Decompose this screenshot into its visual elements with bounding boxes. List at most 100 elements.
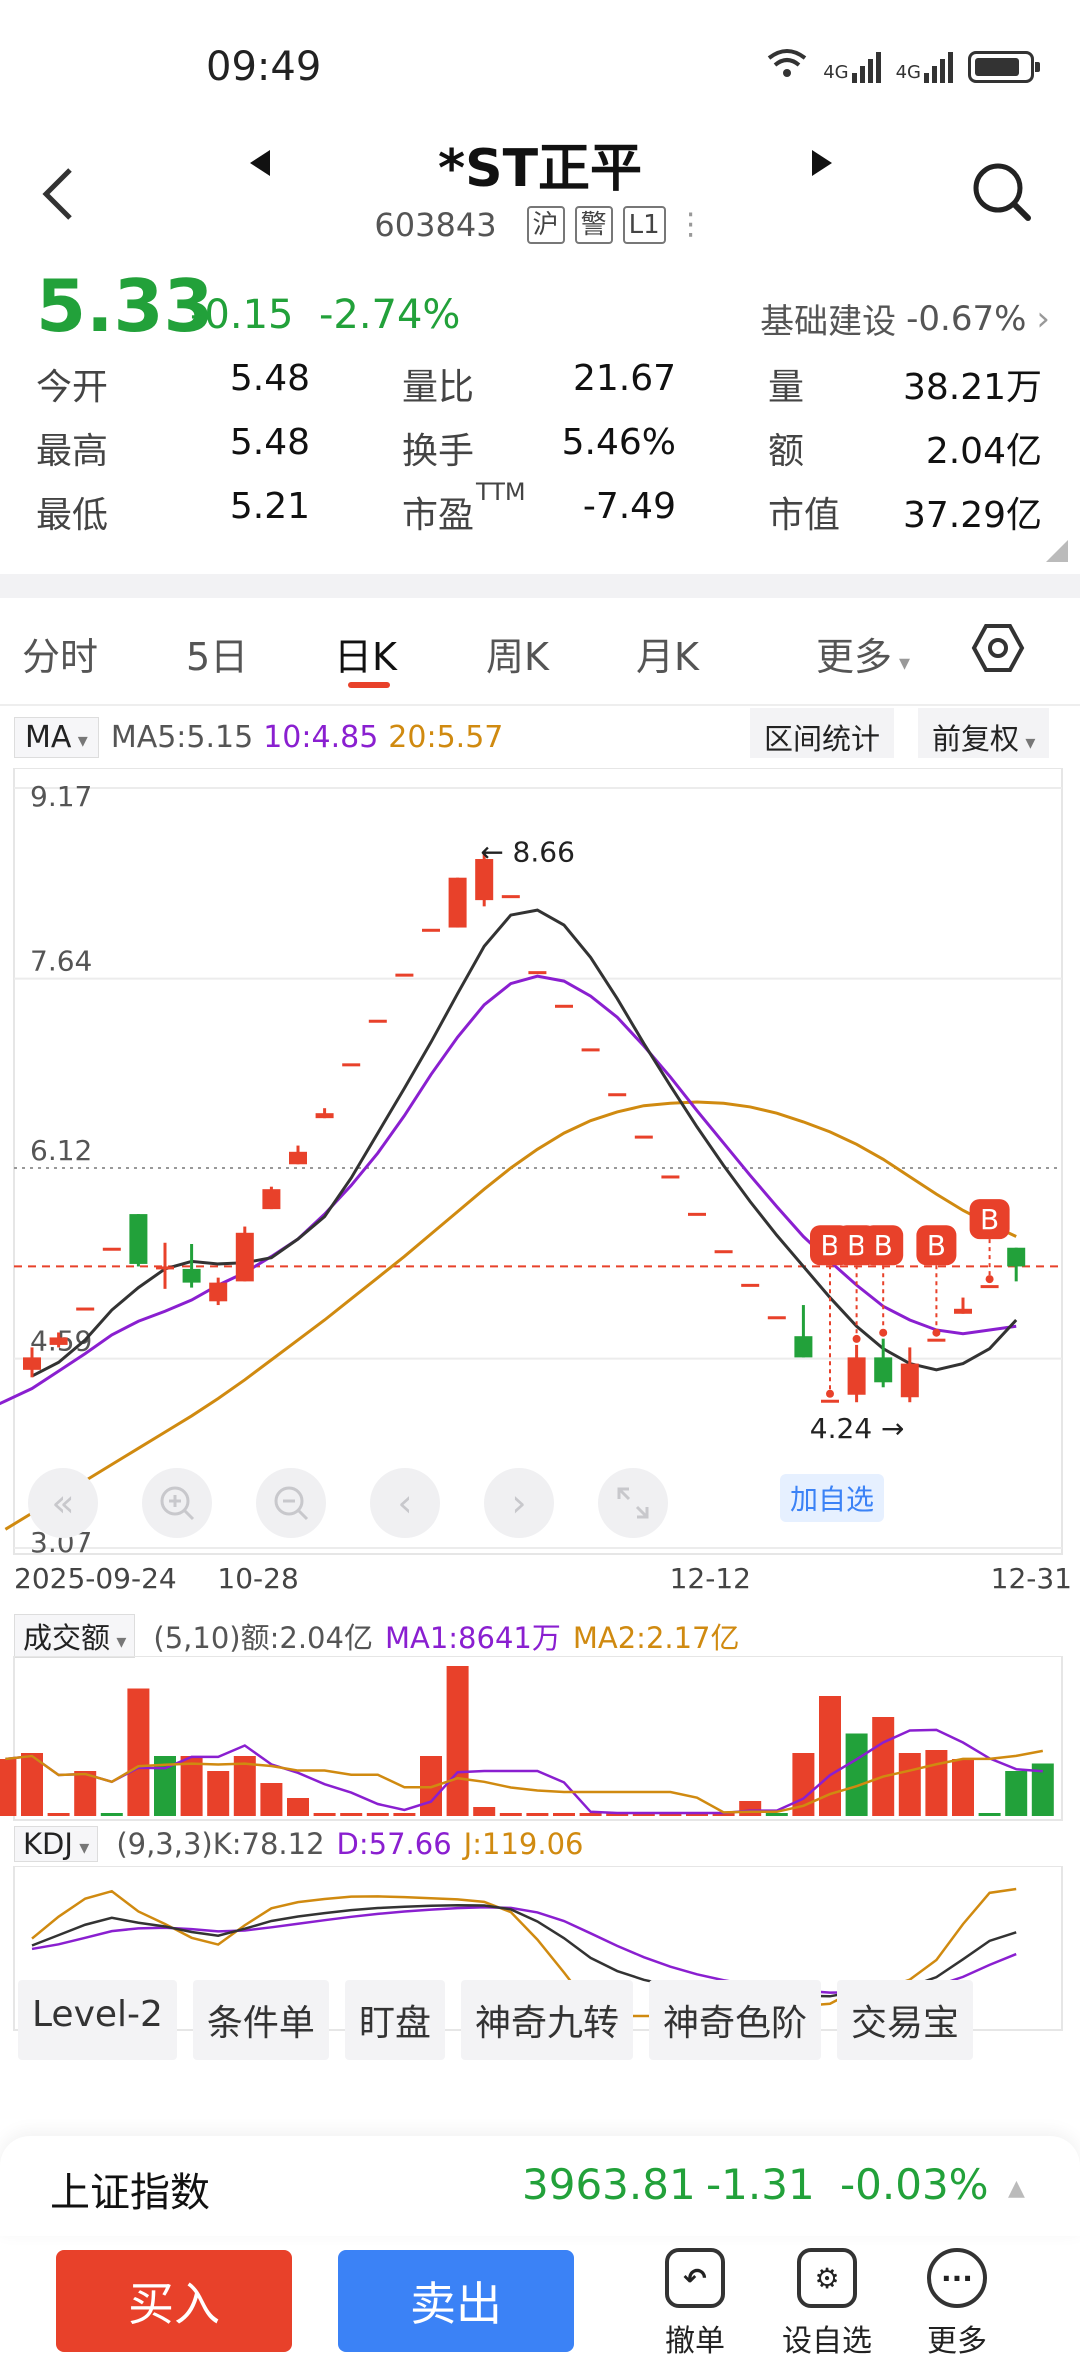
chip-magic-color[interactable]: 神奇色阶 (648, 1980, 821, 2060)
signal-icon-2: 4G (896, 51, 954, 83)
volume-bar (952, 1759, 974, 1816)
volume-bar (819, 1696, 841, 1816)
candle-body (714, 1250, 733, 1254)
volume-bar (100, 1813, 123, 1816)
ma-selector[interactable]: MA ▾ (14, 716, 99, 758)
signal-icon: 4G (823, 51, 881, 83)
tab-5day[interactable]: 5日 (186, 635, 249, 679)
kdj-j: J:119.06 (463, 1827, 584, 1861)
candle-body (49, 1337, 68, 1345)
chip-conditional-order[interactable]: 条件单 (192, 1980, 329, 2060)
volume-ma2: MA2:2.17亿 (572, 1621, 740, 1655)
tab-monthly-k[interactable]: 月K (636, 635, 699, 679)
candle-body (23, 1357, 41, 1370)
b-marker-dot (852, 1334, 861, 1343)
tab-intraday[interactable]: 分时 (22, 635, 99, 679)
chip-level2[interactable]: Level-2 (18, 1980, 177, 2060)
volume-bar (233, 1756, 256, 1816)
back-button[interactable] (40, 166, 76, 226)
ma10-line (0, 974, 1017, 1406)
next-stock-button[interactable] (808, 148, 836, 182)
status-icons: 4G 4G (765, 46, 1040, 87)
wifi-icon (765, 46, 809, 87)
candle-body (528, 971, 547, 975)
chip-watch[interactable]: 盯盘 (344, 1980, 445, 2060)
zoom-out-icon[interactable] (256, 1468, 326, 1538)
kdj-selector[interactable]: KDJ ▾ (14, 1826, 99, 1862)
b-marker (969, 1199, 1010, 1240)
zoom-in-icon[interactable] (142, 1468, 212, 1538)
more-icon: ··· (927, 2248, 987, 2308)
y-tick-label: 9.17 (30, 780, 92, 813)
period-tabs: 分时 5日 日K 周K 月K 更多 ▾ (0, 600, 1080, 706)
ma5-value: MA5:5.15 (110, 719, 254, 755)
stock-title: *ST正平 (437, 139, 643, 199)
b-marker-label: B (980, 1203, 999, 1236)
candle-body (182, 1268, 201, 1283)
y-tick-label: 6.12 (30, 1134, 92, 1167)
volume-bar (393, 1813, 416, 1816)
sector-name: 基础建设 (760, 302, 897, 342)
candle-body (900, 1363, 919, 1398)
volume-bar (154, 1756, 176, 1816)
candle-body (448, 877, 467, 928)
candlestick-chart[interactable]: 9.177.646.124.593.07← 8.664.24 →B B B BB202… (0, 768, 1080, 1598)
rewind-icon[interactable]: « (28, 1468, 98, 1538)
x-tick-label: 10-28 (217, 1562, 298, 1595)
index-ticker[interactable]: 上证指数 3963.81 -1.31 -0.03% ▲ (0, 2136, 1080, 2236)
triangle-left-icon (250, 150, 270, 176)
tab-weekly-k[interactable]: 周K (486, 635, 549, 679)
exchange-tag: 沪 (526, 206, 565, 244)
sector-link[interactable]: 基础建设 -0.67% › (760, 294, 1050, 343)
settings-button[interactable] (970, 620, 1026, 680)
volume-ma1: MA1:8641万 (384, 1621, 561, 1655)
volume-frame (13, 1656, 1063, 1821)
chip-trade-treasure[interactable]: 交易宝 (836, 1980, 973, 2060)
adjust-selector[interactable]: 前复权 ▾ (918, 708, 1050, 758)
pan-right-icon[interactable]: › (484, 1468, 554, 1538)
candle-body (794, 1336, 813, 1358)
ma5-line (31, 908, 1018, 1378)
more-button[interactable]: ··· 更多 (902, 2248, 1012, 2360)
candle-body (847, 1357, 866, 1395)
tab-more[interactable]: 更多 ▾ (816, 635, 911, 679)
range-stat-button[interactable]: 区间统计 (750, 708, 895, 758)
volume-bar (845, 1733, 868, 1816)
cancel-order-button[interactable]: ↶ 撤单 (640, 2248, 750, 2360)
buy-button[interactable]: 买入 (56, 2250, 292, 2352)
candle-body (422, 928, 440, 932)
candle-body (555, 1004, 573, 1008)
fullscreen-icon[interactable] (598, 1468, 668, 1538)
volume-bar (739, 1801, 762, 1816)
pan-left-icon[interactable]: ‹ (370, 1468, 440, 1538)
volume-bar (553, 1813, 575, 1816)
undo-icon: ↶ (665, 2248, 725, 2308)
index-change: -1.31 (706, 2160, 815, 2209)
add-watch-chip[interactable]: 加自选 (780, 1474, 885, 1522)
tab-daily-k[interactable]: 日K (334, 635, 397, 679)
active-tab-indicator (348, 682, 390, 688)
sell-button[interactable]: 卖出 (338, 2250, 574, 2352)
b-marker-dot (879, 1328, 888, 1337)
volume-bar (1005, 1771, 1028, 1816)
feature-chips: Level-2 条件单 盯盘 神奇九转 神奇色阶 交易宝 (18, 1980, 973, 2060)
candle-body (767, 1316, 786, 1320)
volume-bar (446, 1666, 469, 1816)
chevron-left-icon (42, 168, 72, 220)
x-tick-label: 12-12 (670, 1562, 751, 1595)
more-dots-icon[interactable]: ⋮ (675, 207, 706, 242)
chip-magic-nine[interactable]: 神奇九转 (460, 1980, 633, 2060)
expand-corner-icon[interactable] (1046, 540, 1068, 562)
volume-bar (21, 1753, 43, 1816)
volume-selector[interactable]: 成交额 ▾ (14, 1614, 136, 1658)
volume-bar (499, 1813, 522, 1816)
ma10-value: 10:4.85 (263, 719, 379, 755)
search-button[interactable] (970, 160, 1034, 228)
volume-bar (898, 1753, 921, 1816)
volume-bar (978, 1813, 1001, 1816)
volume-bar (366, 1813, 389, 1816)
set-watch-button[interactable]: ⚙ 设自选 (772, 2248, 882, 2360)
prev-stock-button[interactable] (246, 148, 274, 182)
kdj-k: (9,3,3)K:78.12 (116, 1827, 325, 1861)
candle-body (76, 1307, 95, 1311)
